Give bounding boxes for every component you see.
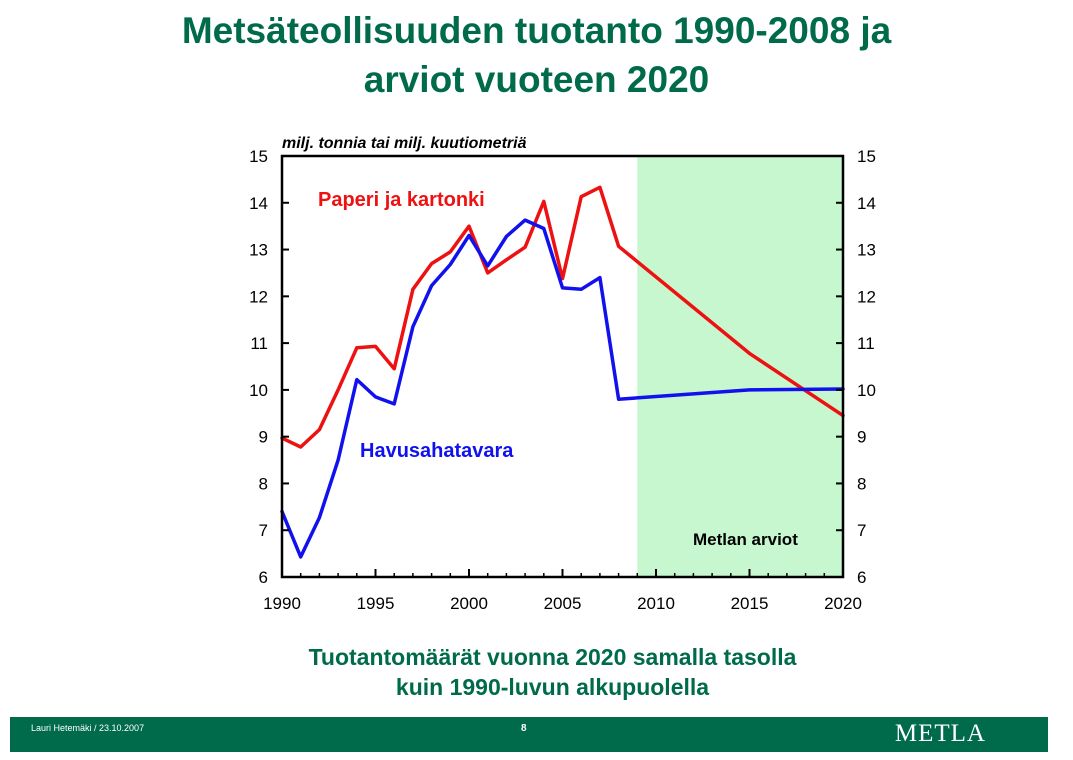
- y-tick-label-right: 9: [857, 428, 866, 447]
- x-tick-label: 1995: [357, 594, 395, 613]
- title-line-1: Metsäteollisuuden tuotanto 1990-2008 ja: [181, 10, 892, 51]
- y-tick-label-left: 13: [249, 241, 268, 260]
- y-tick-label-left: 12: [249, 287, 268, 306]
- series-label-paper: Paperi ja kartonki: [318, 189, 485, 211]
- y-tick-label-right: 10: [857, 381, 876, 400]
- series-line-1: [280, 218, 845, 559]
- y-tick-label-right: 14: [857, 194, 876, 213]
- subtitle-line-1: Tuotantomäärät vuonna 2020 samalla tasol…: [308, 644, 797, 670]
- footer-page-number: 8: [521, 723, 527, 734]
- metla-logo: METLA: [894, 720, 986, 747]
- y-tick-label-right: 15: [857, 147, 876, 166]
- x-tick-label: 2005: [544, 594, 582, 613]
- y-tick-label-right: 11: [857, 334, 875, 353]
- y-tick-label-right: 8: [857, 474, 866, 493]
- footer-bar: Lauri Hetemäki / 23.10.2007 8 METLA: [10, 717, 1048, 752]
- y-tick-label-left: 8: [259, 474, 268, 493]
- y-tick-label-left: 14: [249, 194, 268, 213]
- forecast-region: [637, 156, 843, 577]
- y-tick-label-left: 10: [249, 381, 268, 400]
- y-axis-label: milj. tonnia tai milj. kuutiometriä: [282, 135, 527, 152]
- x-tick-label: 2015: [731, 594, 769, 613]
- x-tick-label: 2010: [637, 594, 675, 613]
- y-tick-label-left: 9: [259, 428, 268, 447]
- series-line-0: [280, 185, 845, 449]
- footer-author-date: Lauri Hetemäki / 23.10.2007: [31, 723, 145, 733]
- x-tick-label: 2000: [450, 594, 488, 613]
- title-line-2: arviot vuoteen 2020: [363, 59, 710, 100]
- x-tick-label: 1990: [263, 594, 301, 613]
- y-tick-label-left: 15: [249, 147, 268, 166]
- y-tick-label-left: 11: [250, 334, 268, 353]
- subtitle-line-2: kuin 1990-luvun alkupuolella: [395, 674, 710, 700]
- y-tick-label-left: 7: [259, 521, 268, 540]
- slide-subtitle: Tuotantomäärät vuonna 2020 samalla tasol…: [0, 642, 1073, 702]
- forecast-region-label: Metlan arviot: [693, 530, 798, 549]
- series-label-sawn: Havusahatavara: [360, 440, 514, 462]
- y-tick-label-left: 6: [259, 568, 268, 587]
- production-line-chart: 6 6 7 7 8 8 9 9 10 10 11 11 12 12 13 13 14 14 15 15 1990 1995…: [249, 135, 876, 613]
- y-tick-label-right: 7: [857, 521, 866, 540]
- slide-title: Metsäteollisuuden tuotanto 1990-2008 ja …: [0, 6, 1073, 104]
- x-tick-label: 2020: [824, 594, 862, 613]
- y-tick-label-right: 13: [857, 241, 876, 260]
- y-tick-label-right: 6: [857, 568, 866, 587]
- y-tick-label-right: 12: [857, 287, 876, 306]
